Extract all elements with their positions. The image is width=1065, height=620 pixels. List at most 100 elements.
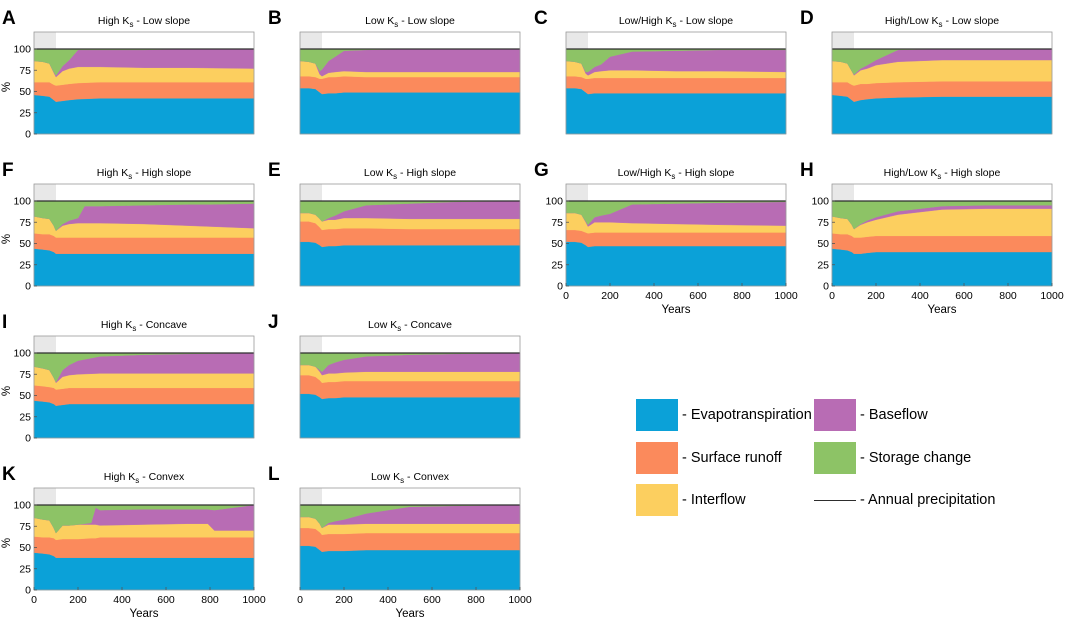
y-tick-label: 50 [551, 238, 563, 250]
y-tick-label: 50 [817, 238, 829, 250]
x-tick-label: 600 [423, 594, 441, 606]
y-axis-label: % [1, 234, 13, 244]
x-tick-label: 800 [999, 290, 1017, 302]
area-evapotranspiration [299, 545, 521, 591]
axes-frame [299, 487, 521, 591]
x-axis-label: Years [662, 304, 691, 316]
y-tick-label: 75 [19, 521, 31, 533]
panel-letter: H [800, 160, 814, 181]
panel-title: Low Ks - High slope [364, 167, 456, 181]
panel-letter: C [534, 8, 548, 29]
y-tick-label: 75 [19, 65, 31, 77]
panel-title: High Ks - High slope [97, 167, 192, 181]
x-tick-label: 200 [601, 290, 619, 302]
x-tick-label: 600 [689, 290, 707, 302]
legend-item-surface-runoff: - Surface runoff [636, 441, 782, 475]
x-tick-label: 1000 [508, 594, 532, 606]
storage-change-swatch [814, 442, 856, 474]
x-tick-label: 800 [201, 594, 219, 606]
axes-frame [299, 335, 521, 439]
panel-letter: G [534, 160, 549, 181]
area-evapotranspiration [33, 400, 255, 439]
legend-item-evapotranspiration: - Evapotranspiration [636, 398, 812, 432]
x-tick-label: 0 [563, 290, 569, 302]
y-tick-label: 0 [25, 585, 31, 597]
panel-letter: D [800, 8, 814, 29]
y-tick-label: 75 [19, 369, 31, 381]
y-tick-label: 50 [19, 542, 31, 554]
x-tick-label: 200 [335, 594, 353, 606]
x-axis-label: Years [396, 608, 425, 620]
panel-title: High Ks - Low slope [98, 15, 190, 29]
interflow-swatch [636, 484, 678, 516]
y-tick-label: 0 [25, 129, 31, 141]
panel-letter: J [268, 312, 279, 333]
evapotranspiration-swatch [636, 399, 678, 431]
area-evapotranspiration [831, 248, 1053, 287]
x-tick-label: 400 [379, 594, 397, 606]
legend-item-interflow: - Interflow [636, 483, 746, 517]
y-tick-label: 50 [19, 86, 31, 98]
panel-L: 0 200 400 600 800 1000 Years Low Ks - Convex L [268, 464, 532, 620]
legend-label: - Baseflow [860, 407, 928, 423]
y-tick-label: 75 [551, 217, 563, 229]
panel-title: High/Low Ks - Low slope [885, 15, 999, 29]
panel-D: High/Low Ks - Low slope D [800, 8, 1053, 135]
surface-runoff-swatch [636, 442, 678, 474]
x-tick-label: 600 [157, 594, 175, 606]
panel-title: High Ks - Concave [101, 319, 187, 333]
x-tick-label: 800 [467, 594, 485, 606]
panel-letter: E [268, 160, 281, 181]
panel-letter: K [2, 464, 16, 485]
y-tick-label: 0 [823, 281, 829, 293]
y-tick-label: 50 [19, 238, 31, 250]
axes-frame [33, 31, 255, 135]
legend-label: - Interflow [682, 492, 746, 508]
y-tick-label: 0 [25, 433, 31, 445]
y-tick-label: 100 [811, 196, 829, 208]
legend-label: - Annual precipitation [860, 492, 996, 508]
x-tick-label: 0 [297, 594, 303, 606]
legend-item-baseflow: - Baseflow [814, 398, 928, 432]
panel-title: High Ks - Convex [104, 471, 185, 485]
area-evapotranspiration [33, 94, 255, 135]
y-axis-label: % [1, 538, 13, 548]
y-tick-label: 25 [19, 259, 31, 271]
axes-frame [33, 487, 255, 591]
panel-C: Low/High Ks - Low slope C [534, 8, 787, 135]
y-tick-label: 25 [551, 259, 563, 271]
y-tick-label: 25 [19, 563, 31, 575]
panel-I: 0 25 50 75 100% High Ks - Concave I [1, 312, 255, 445]
axes-frame [299, 183, 521, 287]
axes-frame [33, 183, 255, 287]
x-tick-label: 400 [113, 594, 131, 606]
legend-label: - Storage change [860, 450, 972, 466]
x-axis-label: Years [130, 608, 159, 620]
baseflow-swatch [814, 399, 856, 431]
x-tick-label: 600 [955, 290, 973, 302]
axes-frame [565, 31, 787, 135]
x-tick-label: 0 [31, 594, 37, 606]
x-axis-label: Years [928, 304, 957, 316]
area-evapotranspiration [299, 241, 521, 287]
area-evapotranspiration [831, 94, 1053, 135]
y-tick-label: 25 [19, 411, 31, 423]
x-tick-label: 800 [733, 290, 751, 302]
panel-letter: A [2, 8, 16, 29]
y-axis-label: % [1, 386, 13, 396]
x-tick-label: 200 [69, 594, 87, 606]
panel-title: Low Ks - Low slope [365, 15, 455, 29]
area-evapotranspiration [33, 552, 255, 591]
x-tick-label: 400 [645, 290, 663, 302]
panel-title: High/Low Ks - High slope [884, 167, 1001, 181]
y-tick-label: 75 [817, 217, 829, 229]
area-surface-runoff [565, 76, 787, 95]
y-tick-label: 100 [13, 500, 31, 512]
panel-title: Low/High Ks - Low slope [619, 15, 733, 29]
axes-frame [831, 183, 1053, 287]
area-evapotranspiration [299, 87, 521, 135]
y-axis-label: % [1, 82, 13, 92]
panel-J: Low Ks - Concave J [268, 312, 521, 439]
